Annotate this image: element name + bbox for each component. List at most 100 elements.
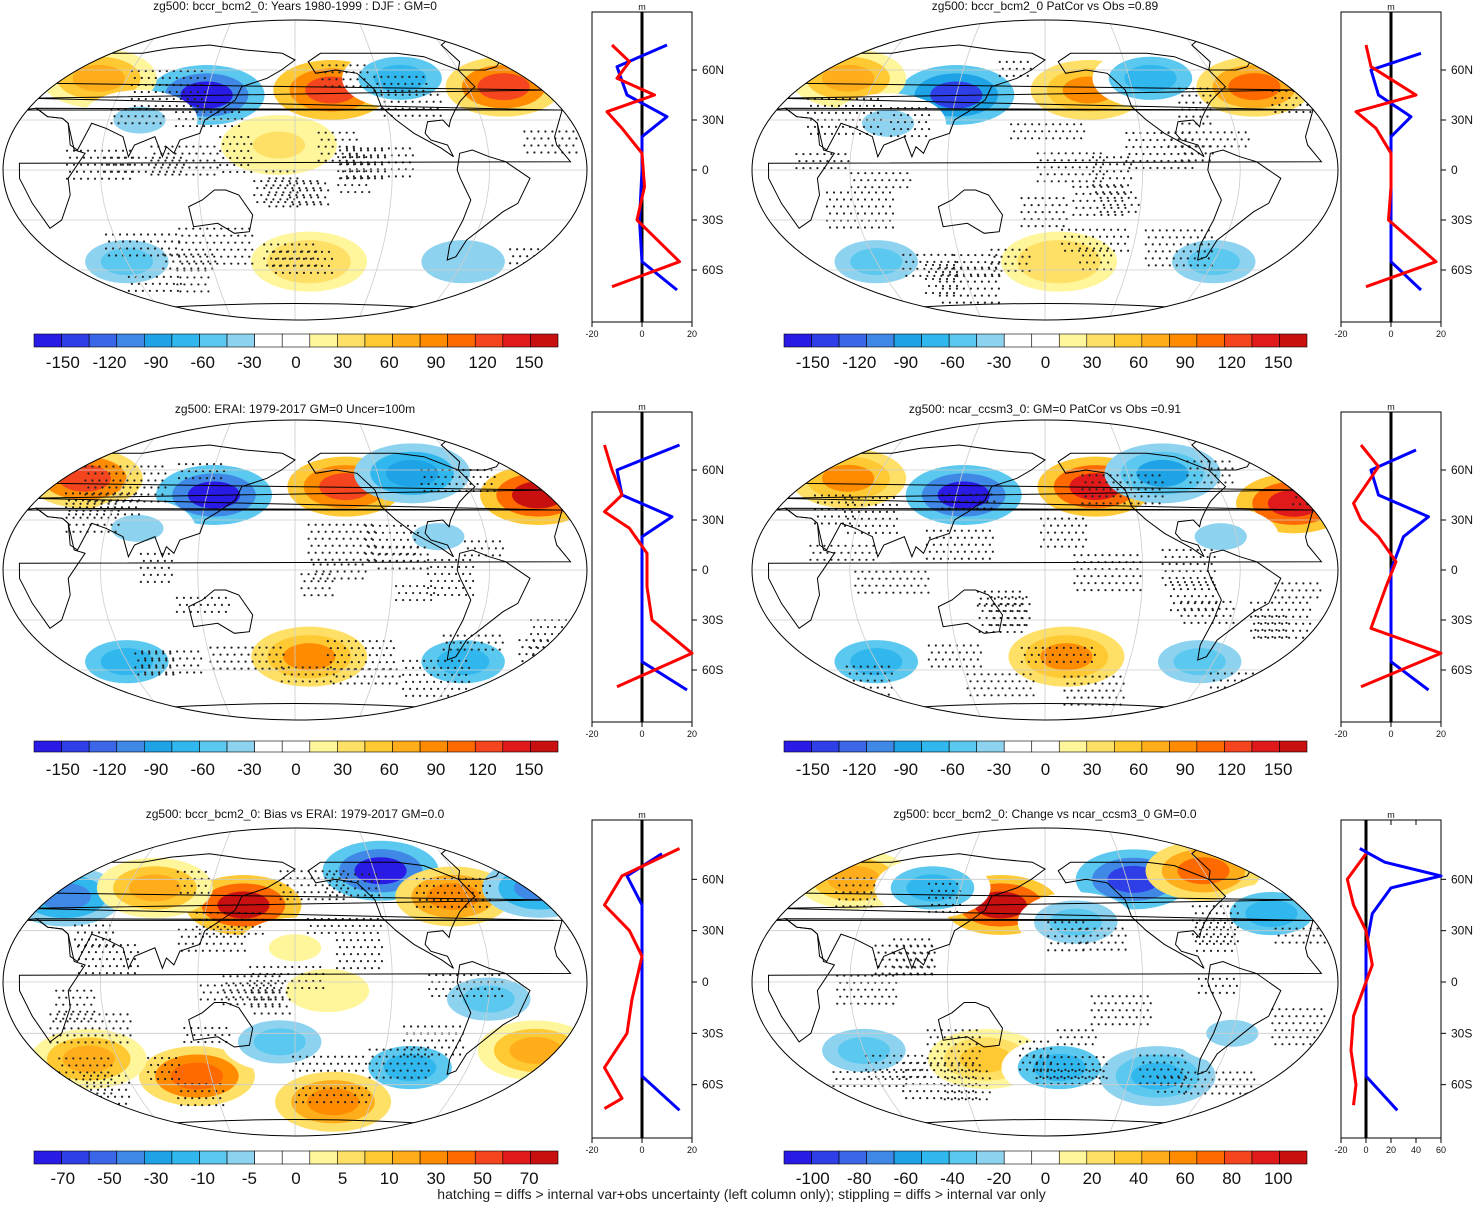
colorbar-swatch [530, 1150, 559, 1165]
anomaly-blob [385, 459, 439, 487]
x-tick-label: -20 [585, 329, 598, 339]
colorbar-swatch [447, 740, 476, 753]
colorbar-label: 90 [426, 760, 445, 779]
x-tick-label: 0 [1363, 1145, 1368, 1155]
colorbar-swatch [474, 740, 504, 753]
colorbar-label: 0 [1041, 353, 1050, 372]
colorbar: -150 -120 -90 -60 -30 0 30 60 90 120 150 [33, 740, 559, 779]
colorbar-swatch [1058, 740, 1088, 753]
panel-title: zg500: ERAI: 1979-2017 GM=0 Uncer=100m [175, 402, 415, 416]
lat-label: 60N [702, 872, 724, 886]
colorbar-label: -90 [894, 353, 919, 372]
anomaly-blob [1173, 648, 1226, 676]
panel-title: zg500: bccr_bcm2_0: Bias vs ERAI: 1979-2… [146, 807, 445, 821]
colorbar-swatch [171, 1150, 200, 1165]
colorbar-swatch [530, 333, 559, 348]
colorbar-label: 5 [338, 1169, 347, 1188]
graticule [3, 20, 587, 320]
profile-model-line [1354, 44, 1438, 289]
anomaly-blob [282, 248, 336, 276]
colorbar-swatch [447, 333, 476, 348]
colorbar-label: -150 [46, 760, 80, 779]
x-tick-label: -20 [585, 729, 598, 739]
colorbar-swatch [254, 1150, 283, 1165]
colorbar-label: -120 [842, 353, 876, 372]
profile-unit: m [1387, 810, 1395, 820]
colorbar-label: 90 [1176, 760, 1195, 779]
x-tick-label: 0 [639, 329, 644, 339]
colorbar-label: -60 [940, 760, 965, 779]
lat-label: 30S [1451, 613, 1472, 627]
map-border [2, 19, 588, 321]
anomaly-blob [514, 874, 567, 902]
colorbar-label: 60 [380, 760, 399, 779]
colorbar-label: -5 [242, 1169, 257, 1188]
colorbar-swatch [1031, 333, 1060, 348]
colorbar-swatch [171, 740, 200, 753]
zonal-profile: m 60N 30N 0 30S 60S -20 0 20 40 60 [1334, 810, 1473, 1155]
colorbar-swatch [116, 1150, 145, 1165]
colorbar-swatch [1279, 333, 1308, 348]
colorbar-label: -120 [92, 760, 126, 779]
colorbar-swatch [364, 740, 393, 753]
map-border [751, 419, 1339, 721]
profile-model-line [1345, 852, 1374, 1106]
colorbar-swatch [226, 740, 255, 753]
colorbar-swatch [61, 740, 90, 753]
graticule [3, 420, 587, 720]
colorbar-swatch [1086, 740, 1115, 753]
colorbar-swatch [1003, 740, 1033, 753]
colorbar-swatch [199, 740, 228, 753]
panel-4: zg500: ncar_ccsm3_0: GM=0 PatCor vs Obs … [751, 402, 1473, 779]
lat-label: 60N [1451, 63, 1473, 77]
anomaly-blob [822, 64, 875, 92]
zonal-profile: m 60N 30N 0 30S 60S -20 0 20 [1334, 2, 1473, 339]
colorbar-swatch [1169, 1150, 1198, 1165]
colorbar-label: -60 [940, 353, 965, 372]
colorbar-label: 0 [291, 1169, 300, 1188]
lat-label: 60S [1451, 263, 1472, 277]
colorbar-swatch [1251, 740, 1280, 753]
colorbar-swatch [116, 740, 145, 753]
map-border [2, 827, 588, 1137]
map-area [3, 828, 587, 1136]
panel-6: zg500: bccr_bcm2_0: Change vs ncar_ccsm3… [751, 807, 1473, 1188]
colorbar-label: -100 [796, 1169, 830, 1188]
colorbar-label: 60 [1176, 1169, 1195, 1188]
anomaly-blob [354, 857, 407, 885]
colorbar-swatch [254, 333, 283, 348]
zonal-profile: m 60N 30N 0 30S 60S -20 0 20 [585, 810, 724, 1155]
colorbar-swatch [281, 333, 311, 348]
colorbar-swatch [866, 1150, 895, 1165]
lat-label: 60S [1451, 1078, 1472, 1092]
colorbar-label: 150 [515, 353, 543, 372]
anomaly-blob [427, 882, 480, 910]
colorbar-swatch [144, 1150, 173, 1165]
colorbar-label: -60 [190, 760, 215, 779]
colorbar-swatch [502, 1150, 531, 1165]
anomaly-blob [1033, 1054, 1086, 1082]
colorbar-swatch [1058, 1150, 1088, 1165]
colorbar-label: -20 [987, 1169, 1012, 1188]
colorbar-swatch [419, 1150, 448, 1165]
lat-label: 0 [702, 563, 709, 577]
lat-label: 30S [702, 213, 723, 227]
colorbar-swatch [392, 333, 421, 348]
colorbar-swatch [921, 740, 950, 753]
colorbar-swatch [392, 740, 421, 753]
colorbar-label: -50 [97, 1169, 122, 1188]
colorbar-label: 150 [1264, 760, 1292, 779]
colorbar-swatch [419, 740, 448, 753]
colorbar-swatch [199, 1150, 228, 1165]
colorbar-label: 90 [1176, 353, 1195, 372]
profile-obs-line [615, 443, 688, 692]
colorbar-swatch [116, 333, 145, 348]
colorbar-label: -30 [237, 760, 262, 779]
colorbar-swatch [1196, 1150, 1225, 1165]
profile-unit: m [638, 2, 646, 12]
panel-2: zg500: bccr_bcm2_0 PatCor vs Obs =0.89 -1… [751, 0, 1473, 372]
colorbar-swatch [171, 333, 200, 348]
profile-unit: m [638, 402, 646, 412]
anomaly-blob [111, 514, 164, 542]
colorbar-swatch [309, 333, 338, 348]
